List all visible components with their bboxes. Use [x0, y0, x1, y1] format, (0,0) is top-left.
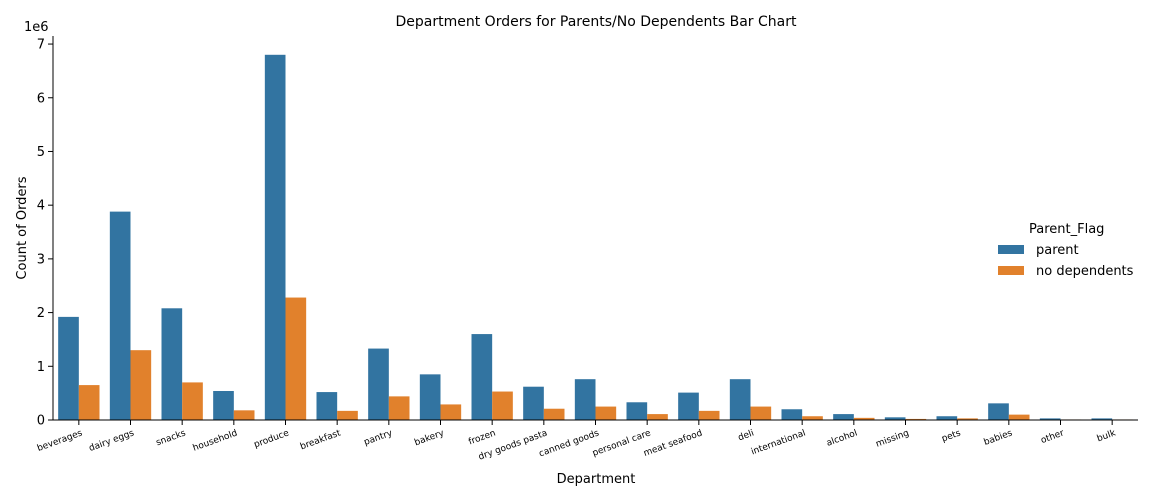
bar-parent	[781, 409, 803, 420]
bar-no-dependents	[957, 418, 978, 420]
x-tick-label: canned goods	[538, 428, 601, 459]
bar-parent	[58, 316, 79, 420]
bar-no-dependents	[182, 382, 203, 420]
bar-no-dependents	[905, 418, 927, 420]
bar-no-dependents	[1008, 414, 1030, 420]
x-tick-label: international	[750, 428, 807, 457]
legend-entry: no dependents	[1036, 264, 1134, 279]
bar-no-dependents	[78, 385, 100, 420]
bar-no-dependents	[492, 391, 513, 420]
x-tick-label: produce	[253, 428, 291, 450]
y-tick-label: 0	[37, 414, 45, 429]
bar-parent	[471, 334, 493, 420]
y-tick-label: 6	[37, 91, 45, 106]
legend-swatch	[998, 266, 1024, 275]
y-tick-label: 5	[37, 145, 45, 160]
y-tick-label: 7	[37, 38, 45, 53]
x-tick-label: dairy eggs	[88, 428, 136, 454]
x-tick-label: snacks	[155, 428, 188, 448]
x-tick-label: breakfast	[299, 428, 343, 452]
bar-no-dependents	[802, 416, 823, 420]
y-tick-label: 1	[37, 360, 45, 375]
y-tick-label: 2	[37, 306, 45, 321]
bar-parent	[213, 390, 234, 420]
bar-parent	[729, 379, 751, 420]
bar-no-dependents	[543, 408, 565, 420]
legend: Parent_Flag parent no dependents	[998, 222, 1134, 279]
bar-parent	[833, 414, 854, 420]
bar-no-dependents	[647, 414, 668, 420]
x-tick-label: beverages	[36, 428, 84, 454]
legend-title: Parent_Flag	[1029, 222, 1104, 237]
bar-parent	[368, 348, 389, 420]
bar-parent	[109, 211, 131, 420]
x-tick-label: frozen	[467, 428, 497, 447]
bar-no-dependents	[233, 410, 255, 420]
bar-no-dependents	[285, 297, 307, 420]
x-tick-label: alcohol	[825, 428, 859, 448]
y-offset-label: 1e6	[24, 20, 49, 35]
plot-area: 0 1 2 3 4 5 6 7 beverages dairy eggs snacks househo…	[36, 36, 1138, 463]
bar-no-dependents	[337, 410, 358, 420]
bar-parent	[1039, 418, 1061, 420]
bar-no-dependents	[595, 406, 617, 420]
x-tick-label: other	[1040, 428, 1066, 446]
bar-parent	[936, 416, 958, 420]
bar-parent	[1091, 418, 1113, 420]
bar-parent	[419, 374, 441, 420]
x-tick-label: bakery	[413, 428, 446, 448]
y-tick-label: 4	[37, 199, 45, 214]
y-axis-label: Count of Orders	[15, 176, 30, 279]
x-tick-label: deli	[737, 428, 756, 443]
x-tick-label: household	[192, 428, 239, 453]
bar-parent	[161, 308, 183, 420]
bar-parent	[988, 403, 1009, 420]
chart-title: Department Orders for Parents/No Depende…	[396, 14, 797, 30]
y-tick-label: 3	[37, 252, 45, 267]
bar-parent	[884, 417, 906, 420]
legend-swatch	[998, 245, 1024, 254]
x-tick-label: missing	[875, 428, 911, 449]
bar-no-dependents	[388, 396, 410, 420]
bar-parent	[626, 402, 648, 420]
bar-no-dependents	[698, 410, 720, 420]
bar-parent	[264, 54, 286, 420]
x-axis-label: Department	[557, 472, 636, 487]
bar-no-dependents	[130, 350, 152, 420]
bar-no-dependents	[750, 406, 772, 420]
bar-parent	[678, 392, 699, 420]
bar-no-dependents	[853, 417, 875, 420]
bar-parent	[574, 379, 596, 420]
x-tick-label: babies	[983, 428, 1015, 448]
x-tick-label: bulk	[1096, 428, 1118, 444]
x-tick-label: pets	[940, 428, 962, 444]
x-tick-label: pantry	[363, 428, 395, 448]
legend-entry: parent	[1036, 243, 1079, 258]
bar-no-dependents	[440, 404, 462, 420]
bar-parent	[523, 386, 544, 420]
x-tick-label: meat seafood	[642, 428, 704, 459]
bar-parent	[316, 392, 338, 420]
